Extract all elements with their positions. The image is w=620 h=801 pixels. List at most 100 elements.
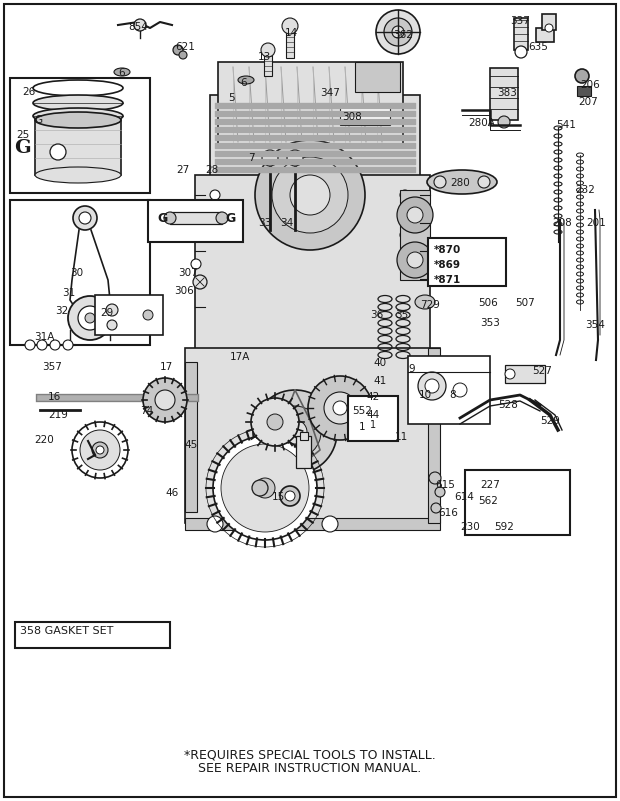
Circle shape — [418, 372, 446, 400]
Text: 41: 41 — [373, 376, 386, 386]
Circle shape — [435, 487, 445, 497]
Text: 5: 5 — [228, 93, 234, 103]
Text: 1: 1 — [370, 420, 376, 430]
Circle shape — [173, 45, 183, 55]
Text: 506: 506 — [478, 298, 498, 308]
Bar — [10, 78, 150, 193]
Text: SEE REPAIR INSTRUCTION MANUAL.: SEE REPAIR INSTRUCTION MANUAL. — [198, 762, 422, 775]
Text: 8: 8 — [450, 390, 456, 400]
Text: G: G — [34, 115, 42, 125]
Circle shape — [515, 46, 527, 58]
Text: 280: 280 — [450, 178, 470, 188]
Text: 31: 31 — [62, 288, 75, 298]
Text: 9: 9 — [408, 364, 415, 374]
Text: 529: 529 — [540, 416, 560, 426]
Bar — [514, 18, 528, 50]
Circle shape — [79, 212, 91, 224]
Text: 308: 308 — [342, 112, 361, 122]
Ellipse shape — [35, 112, 121, 128]
Circle shape — [106, 304, 118, 316]
Text: 33: 33 — [258, 218, 272, 228]
Circle shape — [333, 401, 347, 415]
Circle shape — [207, 516, 223, 532]
Bar — [10, 200, 150, 345]
Text: 17A: 17A — [230, 352, 250, 362]
Text: 34: 34 — [280, 218, 293, 228]
Text: 42: 42 — [366, 392, 379, 402]
Circle shape — [392, 26, 404, 38]
Circle shape — [255, 478, 275, 498]
Text: 307: 307 — [178, 268, 198, 278]
Ellipse shape — [427, 170, 497, 194]
Bar — [408, 356, 490, 424]
Text: 337: 337 — [510, 16, 530, 26]
Text: 729: 729 — [420, 300, 440, 310]
Text: *869: *869 — [434, 260, 461, 270]
Bar — [355, 62, 400, 92]
Circle shape — [107, 320, 117, 330]
Bar — [542, 14, 556, 30]
Circle shape — [85, 313, 95, 323]
Text: G: G — [14, 139, 30, 157]
Circle shape — [134, 19, 146, 31]
Ellipse shape — [35, 167, 121, 183]
Text: 347: 347 — [320, 88, 340, 98]
Bar — [218, 62, 403, 147]
Ellipse shape — [415, 295, 435, 309]
Circle shape — [253, 390, 337, 474]
Circle shape — [255, 140, 365, 250]
Bar — [536, 28, 554, 42]
Text: 306: 306 — [174, 286, 193, 296]
Circle shape — [425, 379, 439, 393]
Circle shape — [269, 406, 321, 458]
Circle shape — [308, 376, 372, 440]
Ellipse shape — [33, 108, 123, 124]
Text: 36: 36 — [370, 310, 383, 320]
Circle shape — [545, 24, 553, 32]
Text: 362: 362 — [393, 30, 413, 40]
Circle shape — [282, 18, 298, 34]
Circle shape — [143, 378, 187, 422]
Text: 614: 614 — [454, 492, 474, 502]
Circle shape — [50, 144, 66, 160]
Circle shape — [290, 175, 330, 215]
Circle shape — [287, 150, 303, 166]
Circle shape — [400, 230, 410, 240]
Circle shape — [261, 43, 275, 57]
Circle shape — [210, 190, 220, 200]
Text: 615: 615 — [435, 480, 455, 490]
Circle shape — [191, 259, 201, 269]
Text: 562: 562 — [478, 496, 498, 506]
Circle shape — [322, 516, 338, 532]
Circle shape — [221, 444, 309, 532]
Circle shape — [37, 340, 47, 350]
Text: 206: 206 — [580, 80, 600, 90]
Text: 552: 552 — [352, 406, 372, 416]
Circle shape — [280, 486, 300, 506]
Text: 358 GASKET SET: 358 GASKET SET — [20, 626, 113, 636]
Text: 40: 40 — [373, 358, 386, 368]
Text: 541: 541 — [556, 120, 576, 130]
Circle shape — [68, 296, 112, 340]
Bar — [490, 68, 518, 120]
Text: 621: 621 — [175, 42, 195, 52]
Circle shape — [285, 491, 295, 501]
Text: 527: 527 — [532, 366, 552, 376]
Circle shape — [431, 503, 441, 513]
Text: 28: 28 — [205, 165, 218, 175]
Text: 16: 16 — [48, 392, 61, 402]
Text: 15: 15 — [272, 492, 285, 502]
Bar — [15, 622, 170, 648]
Bar — [35, 120, 121, 175]
Circle shape — [25, 340, 35, 350]
Text: 30: 30 — [70, 268, 83, 278]
Bar — [465, 470, 570, 535]
Circle shape — [143, 310, 153, 320]
Text: G: G — [225, 211, 235, 224]
Text: 383: 383 — [497, 88, 517, 98]
Bar — [400, 190, 430, 280]
Text: 207: 207 — [578, 97, 598, 107]
Circle shape — [251, 398, 299, 446]
Circle shape — [324, 392, 356, 424]
Circle shape — [482, 502, 498, 518]
